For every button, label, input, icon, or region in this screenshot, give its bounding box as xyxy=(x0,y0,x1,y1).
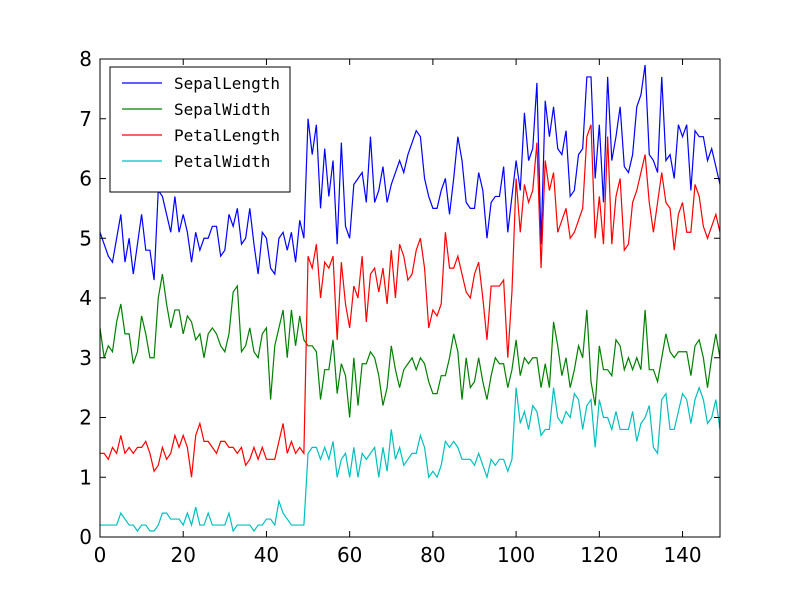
series-layer xyxy=(99,64,721,533)
legend-label-sepallength: SepalLength xyxy=(174,74,280,93)
series-line-sepallength xyxy=(99,64,721,281)
y-tick-label: 2 xyxy=(79,406,92,430)
legend-frame xyxy=(109,66,291,193)
x-tick-label: 60 xyxy=(337,543,362,567)
y-tick-label: 0 xyxy=(79,525,92,549)
y-tick-label: 3 xyxy=(79,346,92,370)
y-axis: 0 1 2 3 4 5 6 7 8 xyxy=(79,47,720,549)
y-tick-label: 6 xyxy=(79,167,92,191)
x-tick-label: 100 xyxy=(497,543,535,567)
y-tick-label: 4 xyxy=(79,286,92,310)
legend: SepalLength SepalWidth PetalLength PetalWid… xyxy=(109,66,291,193)
legend-label-petalwidth: PetalWidth xyxy=(174,152,270,171)
series-line-sepalwidth xyxy=(99,273,721,418)
x-axis: 0 20 40 60 80 100 120 140 xyxy=(94,59,702,567)
x-tick-label: 40 xyxy=(254,543,279,567)
y-tick-label: 8 xyxy=(79,47,92,71)
legend-label-sepalwidth: SepalWidth xyxy=(174,100,270,119)
x-tick-label: 20 xyxy=(170,543,195,567)
x-tick-label: 0 xyxy=(94,543,107,567)
series-line-petallength xyxy=(100,124,721,478)
x-tick-label: 80 xyxy=(420,543,445,567)
x-tick-label: 120 xyxy=(580,543,618,567)
legend-label-petallength: PetalLength xyxy=(174,126,280,145)
x-tick-label: 140 xyxy=(663,543,701,567)
y-tick-label: 7 xyxy=(79,107,92,131)
series-line-petalwidth xyxy=(100,385,721,533)
y-tick-label: 5 xyxy=(79,226,92,250)
y-tick-label: 1 xyxy=(79,465,92,489)
